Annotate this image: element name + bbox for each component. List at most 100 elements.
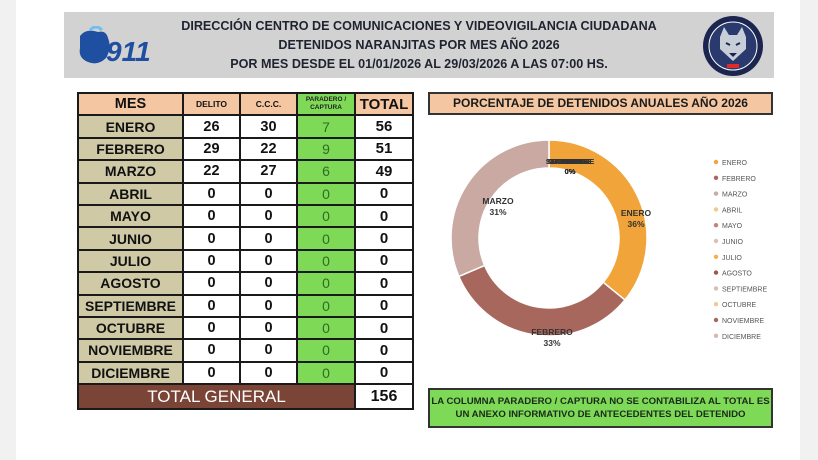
legend-item-julio: JULIO — [722, 255, 742, 262]
table-row: AGOSTO 0 0 0 0 — [77, 271, 414, 296]
legend-swatch — [713, 302, 719, 307]
total-cell: 56 — [354, 114, 414, 139]
header-mes: MES — [77, 91, 184, 117]
paradero-cell: 0 — [296, 181, 356, 206]
slice-label-agosto: AGOSTO 0% — [554, 157, 587, 176]
month-cell: ENERO — [77, 114, 184, 139]
paradero-cell: 0 — [296, 360, 356, 386]
report-header: 911 DIRECCIÓN CENTRO DE COMUNICACIONES Y… — [64, 12, 774, 78]
total-cell: 0 — [354, 293, 414, 318]
slice-label-diciembre: DICIEMBRE 0% — [549, 157, 591, 176]
table-header-row: MES DELITO C.C.C. PARADERO / CAPTURA TOT… — [77, 91, 414, 117]
slice-label-enero: ENERO 36% — [621, 208, 652, 229]
table-row: DICIEMBRE 0 0 0 0 — [77, 360, 414, 386]
slice-label-junio: JUNIO 0% — [559, 157, 582, 176]
legend-swatch — [713, 238, 719, 244]
delito-cell: 22 — [182, 159, 241, 184]
slice-label-septiembre: SEPTIEMBRE 0% — [546, 157, 595, 176]
total-cell: 0 — [354, 248, 414, 274]
legend-item-febrero: FEBRERO — [722, 176, 756, 183]
ccc-cell: 0 — [239, 181, 298, 206]
header-delito: DELITO — [182, 91, 241, 117]
detainees-table: MES DELITO C.C.C. PARADERO / CAPTURA TOT… — [77, 91, 414, 411]
total-cell: 0 — [354, 360, 414, 386]
total-general-value: 156 — [354, 383, 414, 411]
paradero-cell: 9 — [296, 136, 356, 162]
911-logo-icon: 911 — [79, 26, 151, 67]
ccc-cell: 0 — [239, 226, 298, 251]
delito-cell: 0 — [182, 338, 241, 363]
ccc-cell: 0 — [239, 248, 298, 274]
month-cell: DICIEMBRE — [77, 360, 184, 386]
donut-chart-panel: ENERO 36% FEBRERO 33% MARZO 31% ABRIL 0% MAYO 0% J… — [428, 124, 773, 354]
slice-febrero — [457, 264, 626, 337]
delito-cell: 29 — [182, 136, 241, 162]
logo-text: 911 — [106, 36, 151, 67]
legend-swatch — [713, 207, 719, 212]
table-row: ENERO 26 30 7 56 — [77, 114, 414, 139]
month-cell: MARZO — [77, 159, 184, 184]
header-paradero: PARADERO / CAPTURA — [296, 91, 356, 117]
legend-swatch — [713, 317, 719, 323]
month-cell: JULIO — [77, 248, 184, 274]
legend-swatch — [713, 159, 719, 165]
legend-item-junio: JUNIO — [722, 239, 744, 246]
delito-cell: 0 — [182, 203, 241, 229]
paradero-cell: 0 — [296, 338, 356, 363]
header-total: TOTAL — [354, 91, 414, 117]
ccc-cell: 0 — [239, 360, 298, 386]
total-cell: 0 — [354, 181, 414, 206]
ccc-cell: 22 — [239, 136, 298, 162]
paradero-cell: 6 — [296, 159, 356, 184]
table-row: JULIO 0 0 0 0 — [77, 248, 414, 274]
legend-item-octubre: OCTUBRE — [722, 302, 757, 309]
paradero-cell: 0 — [296, 315, 356, 341]
total-cell: 0 — [354, 315, 414, 341]
table-row: MARZO 22 27 6 49 — [77, 159, 414, 184]
slice-label-febrero: FEBRERO 33% — [531, 327, 573, 348]
paradero-cell: 0 — [296, 203, 356, 229]
header-ccc: C.C.C. — [239, 91, 298, 117]
total-cell: 0 — [354, 203, 414, 229]
ccc-cell: 0 — [239, 315, 298, 341]
table-row: JUNIO 0 0 0 0 — [77, 226, 414, 251]
table-row: ABRIL 0 0 0 0 — [77, 181, 414, 206]
month-cell: JUNIO — [77, 226, 184, 251]
paradero-cell: 0 — [296, 226, 356, 251]
month-cell: ABRIL — [77, 181, 184, 206]
delito-cell: 26 — [182, 114, 241, 139]
slice-label-mayo: MAYO 0% — [559, 157, 581, 176]
legend-item-abril: ABRIL — [722, 207, 742, 214]
note-line-1: LA COLUMNA PARADERO / CAPTURA NO SE CONT… — [431, 396, 770, 407]
month-cell: FEBRERO — [77, 136, 184, 162]
legend-item-diciembre: DICIEMBRE — [722, 334, 761, 341]
delito-cell: 0 — [182, 293, 241, 318]
table-row: SEPTIEMBRE 0 0 0 0 — [77, 293, 414, 318]
ccc-cell: 30 — [239, 114, 298, 139]
slice-marzo — [450, 139, 550, 278]
total-cell: 51 — [354, 136, 414, 162]
delito-cell: 0 — [182, 315, 241, 341]
total-cell: 49 — [354, 159, 414, 184]
paradero-cell: 0 — [296, 293, 356, 318]
paradero-cell: 7 — [296, 114, 356, 139]
wolf-seal-icon — [703, 16, 763, 76]
slice-label-noviembre: NOVIEMBRE 0% — [547, 157, 592, 176]
table-row: FEBRERO 29 22 9 51 — [77, 136, 414, 162]
total-general-row: TOTAL GENERAL 156 — [77, 383, 414, 411]
legend-item-mayo: MAYO — [722, 223, 743, 230]
paradero-cell: 0 — [296, 248, 356, 274]
delito-cell: 0 — [182, 226, 241, 251]
slice-label-marzo: MARZO 31% — [482, 196, 514, 217]
chart-title: PORCENTAJE DE DETENIDOS ANUALES AÑO 2026 — [428, 92, 773, 115]
note-line-2: UN ANEXO INFORMATIVO DE ANTECEDENTES DEL… — [455, 409, 746, 420]
table-row: MAYO 0 0 0 0 — [77, 203, 414, 229]
delito-cell: 0 — [182, 248, 241, 274]
legend-swatch — [713, 333, 719, 338]
delito-cell: 0 — [182, 181, 241, 206]
ccc-cell: 0 — [239, 271, 298, 296]
right-border-strip — [800, 0, 818, 460]
legend-item-agosto: AGOSTO — [722, 271, 752, 278]
month-cell: MAYO — [77, 203, 184, 229]
delito-cell: 0 — [182, 271, 241, 296]
